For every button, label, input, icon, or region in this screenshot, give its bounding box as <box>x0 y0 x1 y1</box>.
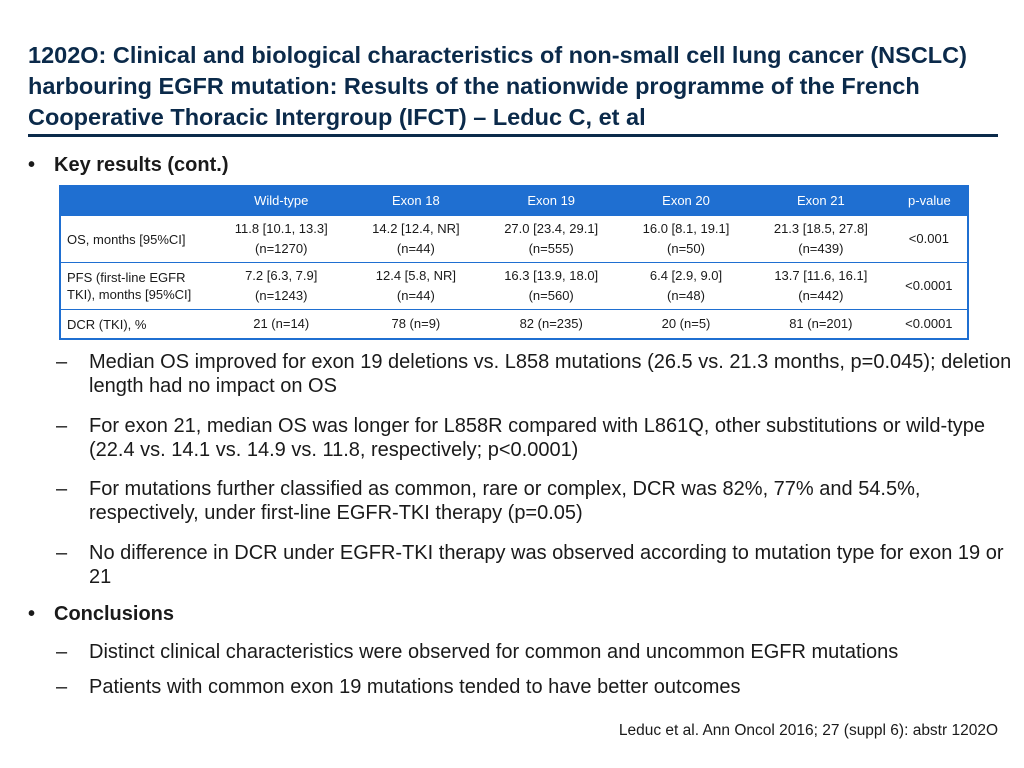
key-result-text: Median OS improved for exon 19 deletions… <box>89 351 1012 397</box>
bullet-dot-icon: • <box>28 154 36 176</box>
table-cell: 7.2 [6.3, 7.9] (n=1243) <box>212 262 351 310</box>
dash-icon: – <box>56 641 68 663</box>
table-row-os: OS, months [95%CI] 11.8 [10.1, 13.3] (n=1… <box>59 215 970 263</box>
header-cell-blank <box>59 185 213 216</box>
table-cell: 21 (n=14) <box>212 309 351 340</box>
bullet-dot-icon: • <box>28 603 36 625</box>
table-cell: 82 (n=235) <box>481 309 622 340</box>
table-cell: 16.0 [8.1, 19.1] (n=50) <box>621 215 751 263</box>
row-label: PFS (first-line EGFR TKI), months [95%CI… <box>59 262 212 310</box>
table-cell: 16.3 [13.9, 18.0] (n=560) <box>481 262 622 310</box>
dash-icon: – <box>56 415 68 437</box>
conclusion-text: Distinct clinical characteristics were o… <box>89 641 899 663</box>
row-label: OS, months [95%CI] <box>59 215 212 263</box>
key-result-text: For exon 21, median OS was longer for L8… <box>89 415 986 461</box>
p-value-cell: <0.001 <box>890 215 970 263</box>
header-cell-exon-21: Exon 21 <box>749 185 892 216</box>
table-row-pfs: PFS (first-line EGFR TKI), months [95%CI… <box>59 262 970 310</box>
header-cell-exon-18: Exon 18 <box>349 185 483 216</box>
table-cell: 11.8 [10.1, 13.3] (n=1270) <box>212 215 351 263</box>
conclusion-text: Patients with common exon 19 mutations t… <box>89 676 741 698</box>
table-cell: 6.4 [2.9, 9.0] (n=48) <box>621 262 751 310</box>
dash-icon: – <box>56 542 68 564</box>
key-result-text: No difference in DCR under EGFR-TKI ther… <box>89 542 1004 588</box>
header-cell-exon-19: Exon 19 <box>480 185 623 216</box>
table-cell: 12.4 [5.8, NR] (n=44) <box>350 262 482 310</box>
slide-title: 1202O: Clinical and biological character… <box>28 42 967 130</box>
table-cell: 14.2 [12.4, NR] (n=44) <box>350 215 482 263</box>
title-divider <box>28 134 998 137</box>
citation-reference: Leduc et al. Ann Oncol 2016; 27 (suppl 6… <box>618 722 998 739</box>
table-header-row: Wild-type Exon 18 Exon 19 Exon 20 Exon 2… <box>59 185 970 216</box>
p-value-cell: <0.0001 <box>890 309 970 340</box>
table-cell: 81 (n=201) <box>750 309 891 340</box>
header-cell-wild-type: Wild-type <box>210 185 352 216</box>
p-value-cell: <0.0001 <box>890 262 970 310</box>
dash-icon: – <box>56 676 68 698</box>
table-cell: 20 (n=5) <box>621 309 751 340</box>
key-results-heading: Key results (cont.) <box>54 154 229 176</box>
key-result-text: For mutations further classified as comm… <box>89 478 921 524</box>
table-cell: 27.0 [23.4, 29.1] (n=555) <box>481 215 622 263</box>
dash-icon: – <box>56 478 68 500</box>
dash-icon: – <box>56 351 68 373</box>
table-row-dcr: DCR (TKI), % 21 (n=14) 78 (n=9) 82 (n=23… <box>59 309 970 340</box>
header-cell-exon-20: Exon 20 <box>620 185 752 216</box>
table-cell: 21.3 [18.5, 27.8] (n=439) <box>750 215 891 263</box>
results-table: Wild-type Exon 18 Exon 19 Exon 20 Exon 2… <box>59 185 970 340</box>
conclusions-heading: Conclusions <box>54 603 175 625</box>
table-cell: 13.7 [11.6, 16.1] (n=442) <box>750 262 891 310</box>
row-label: DCR (TKI), % <box>59 309 212 340</box>
header-cell-p-value: p-value <box>889 185 970 216</box>
table-cell: 78 (n=9) <box>350 309 482 340</box>
